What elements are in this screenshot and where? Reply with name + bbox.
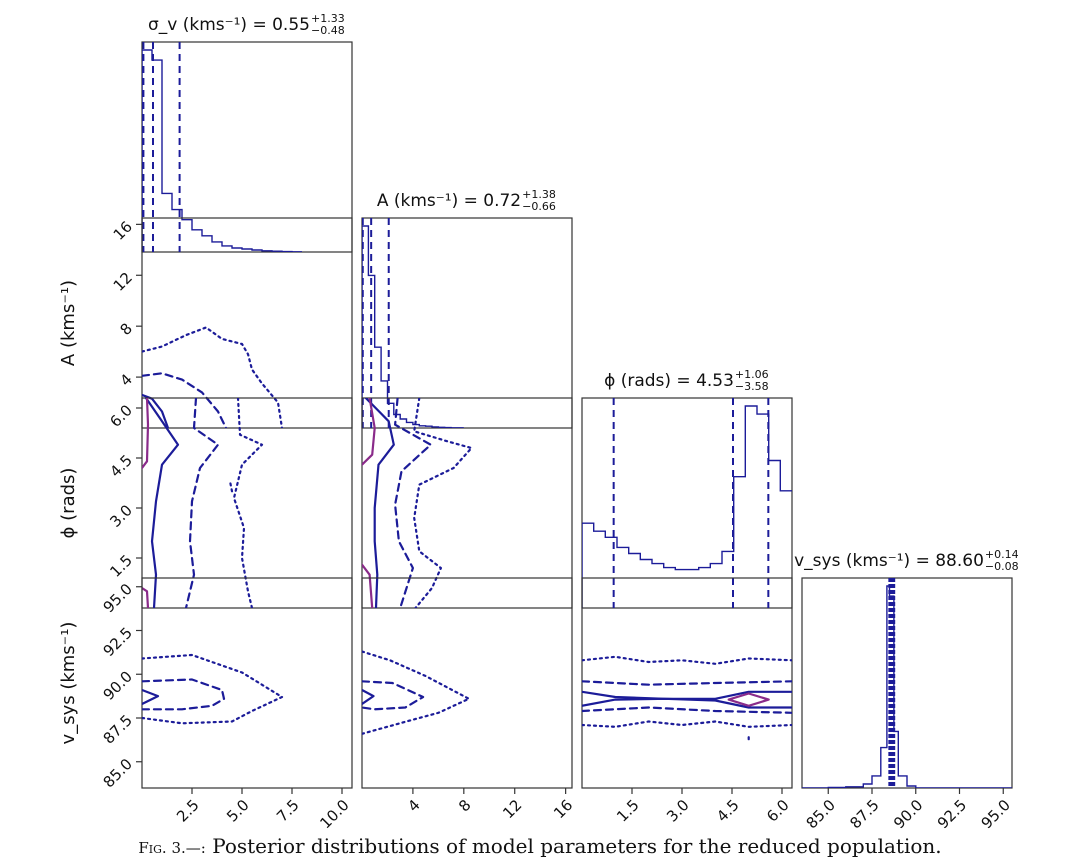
corner-plot: σ_v (kms⁻¹) = 0.55 +1.33−0.48 4 8 12 16 A (kms… — [58, 12, 1019, 830]
histogram-phi — [582, 405, 792, 608]
y-tick-label-phi: 3.0 — [106, 501, 136, 531]
figure-caption: Fig. 3.—: Posterior distributions of mod… — [0, 834, 1080, 858]
contour-dashed-v_sys-phi — [582, 680, 792, 686]
title-sigma_v-upper-error: +1.33 — [311, 12, 345, 25]
y-tick-label-v_sys: 85.0 — [100, 755, 136, 791]
title-A-upper-error: +1.38 — [522, 188, 556, 201]
contour-dotted-phi-sigma_v — [228, 480, 234, 493]
title-v_sys-upper-error: +0.14 — [985, 548, 1019, 561]
contour-dotted-phi-sigma_v — [232, 398, 264, 608]
histogram-A — [362, 225, 464, 428]
panel-frame-A-sigma_v — [141, 217, 353, 429]
y-tick-label-A: 12 — [110, 269, 136, 295]
contour-dotted-v_sys-phi — [582, 720, 792, 728]
title-v_sys-lower-error: −0.08 — [985, 560, 1019, 573]
y-tick-label-v_sys: 95.0 — [100, 580, 136, 616]
x-tick-label-v_sys: 87.5 — [846, 796, 882, 830]
histogram-sigma_v — [142, 49, 302, 252]
contour-solid-v_sys-phi — [582, 697, 792, 709]
title-sigma_v: σ_v (kms⁻¹) = 0.55 — [148, 15, 310, 35]
title-A: A (kms⁻¹) = 0.72 — [377, 191, 521, 211]
panel-frame-A-A — [361, 217, 573, 429]
contour-dashed-v_sys-sigma_v — [142, 678, 226, 711]
y-tick-label-A: 16 — [110, 218, 136, 244]
contour-dotted-v_sys-phi — [582, 655, 792, 665]
x-tick-label-v_sys: 92.5 — [934, 796, 970, 830]
y-tick-label-phi: 6.0 — [106, 401, 136, 431]
contour-dotted-v_sys-sigma_v — [142, 653, 284, 725]
figure-caption-text: Posterior distributions of model paramet… — [212, 834, 942, 858]
title-phi-upper-error: +1.06 — [735, 368, 769, 381]
contour-solid-A-sigma_v — [142, 393, 170, 428]
x-tick-label-v_sys: 90.0 — [890, 796, 926, 830]
panel-frame-v_sys-phi — [581, 577, 793, 789]
x-tick-label-A: 8 — [455, 796, 474, 815]
x-tick-label-sigma_v: 2.5 — [173, 796, 203, 826]
contour-dashed-v_sys-phi — [582, 706, 792, 714]
contour-solid-v_sys-A — [362, 688, 375, 706]
x-tick-label-A: 16 — [550, 796, 576, 822]
contour-dashed-phi-A — [394, 398, 432, 608]
x-tick-label-phi: 4.5 — [713, 796, 743, 826]
panel-frame-sigma_v-sigma_v — [141, 41, 353, 253]
contour-dashed-v_sys-A — [362, 680, 425, 711]
x-tick-label-v_sys: 95.0 — [978, 796, 1014, 830]
y-tick-label-phi: 1.5 — [106, 551, 136, 581]
panel-frame-v_sys-sigma_v — [141, 577, 353, 789]
title-v_sys: v_sys (kms⁻¹) = 88.60 — [794, 551, 984, 571]
figure-label: Fig. 3.—: — [138, 839, 206, 857]
title-sigma_v-lower-error: −0.48 — [311, 24, 345, 37]
y-axis-label-phi: ϕ (rads) — [58, 468, 79, 539]
title-phi-lower-error: −3.58 — [735, 380, 769, 393]
x-tick-label-sigma_v: 7.5 — [273, 796, 303, 826]
x-tick-label-v_sys: 85.0 — [803, 796, 839, 830]
panel-frame-v_sys-A — [361, 577, 573, 789]
y-tick-label-v_sys: 87.5 — [100, 711, 136, 747]
contour-inner-phi-A — [362, 563, 374, 608]
contour-inner-phi-sigma_v — [142, 586, 150, 608]
x-tick-label-sigma_v: 5.0 — [223, 796, 253, 826]
contour-dotted-v_sys-A — [362, 650, 470, 735]
contour-dotted-A-sigma_v — [142, 326, 284, 428]
panel-frame-v_sys-v_sys — [801, 577, 1013, 789]
y-tick-label-v_sys: 90.0 — [100, 668, 136, 704]
contour-dashed-phi-sigma_v — [184, 398, 220, 608]
x-tick-label-A: 12 — [499, 796, 525, 822]
y-axis-label-A: A (kms⁻¹) — [58, 280, 79, 366]
x-tick-label-phi: 3.0 — [663, 796, 693, 826]
histogram-v_sys — [802, 585, 1012, 788]
contour-inner-phi-A — [362, 398, 376, 466]
x-tick-label-phi: 6.0 — [763, 796, 793, 826]
panel-frame-phi-sigma_v — [141, 397, 353, 609]
x-tick-label-sigma_v: 10.0 — [316, 796, 352, 830]
y-tick-label-v_sys: 92.5 — [100, 624, 136, 660]
title-A-lower-error: −0.66 — [522, 200, 556, 213]
y-axis-label-v_sys: v_sys (kms⁻¹) — [58, 622, 79, 745]
contour-solid-phi-A — [364, 398, 395, 608]
y-tick-label-A: 8 — [117, 319, 136, 338]
contour-dashed-A-sigma_v — [142, 372, 228, 428]
contour-solid-phi-sigma_v — [144, 398, 180, 608]
contour-solid-v_sys-sigma_v — [142, 688, 160, 706]
panel-frame-phi-phi — [581, 397, 793, 609]
x-tick-label-A: 4 — [404, 796, 423, 815]
contour-inner-v_sys-phi — [727, 692, 770, 707]
contour-dotted-phi-A — [413, 398, 473, 608]
y-tick-label-A: 4 — [117, 370, 136, 389]
y-tick-label-phi: 4.5 — [106, 451, 136, 481]
panel-frame-phi-A — [361, 397, 573, 609]
x-tick-label-phi: 1.5 — [613, 796, 643, 826]
contour-inner-phi-sigma_v — [142, 398, 150, 470]
title-phi: ϕ (rads) = 4.53 — [604, 371, 734, 391]
